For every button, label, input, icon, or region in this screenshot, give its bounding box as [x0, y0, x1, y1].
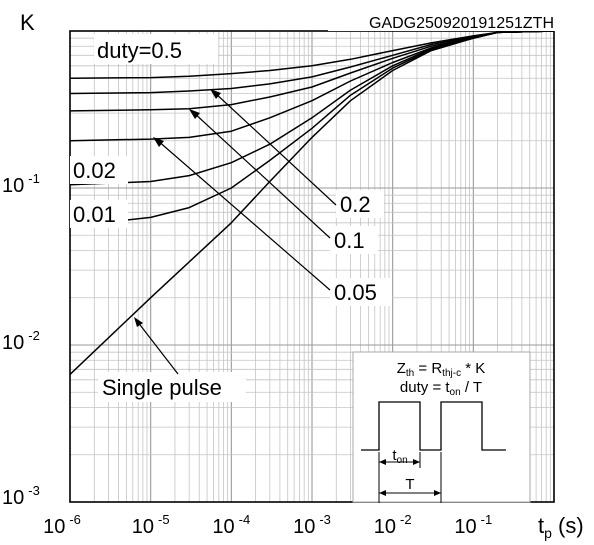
inset-duty-formula: duty = ton / T: [400, 379, 482, 398]
y-axis-label: K: [20, 10, 35, 35]
arrow-single-pulse-head: [134, 317, 143, 327]
plot-border: [69, 30, 555, 503]
y-tick-label: 10 -2: [2, 328, 40, 354]
y-tick-label: 10 -1: [2, 171, 40, 197]
y-tick-label: 10 -3: [2, 483, 40, 509]
x-tick-label: 10 -5: [132, 512, 170, 538]
ton-label: ton: [392, 447, 407, 466]
arrow-single-pulse: [136, 320, 179, 375]
pulse-train: [361, 401, 506, 451]
label-duty-0.5: duty=0.5: [97, 38, 182, 63]
inset-formula: Zth = Rthj-c * K: [397, 360, 486, 379]
x-tick-label: 10 -2: [374, 512, 412, 538]
arrow-0.2-head: [210, 89, 221, 99]
label-single-pulse: Single pulse: [102, 375, 222, 400]
x-axis-label: tp (s): [538, 513, 584, 541]
curves-layer: [69, 30, 555, 375]
arrow-0.1-head: [189, 109, 200, 119]
label-duty-0.05: 0.05: [334, 280, 377, 305]
arrow-0.05: [156, 139, 331, 291]
series-line-6: [69, 30, 555, 375]
curve-labels: duty=0.5 0.2 0.1 0.05 0.02 0.01 Single p…: [70, 34, 392, 402]
callout-arrows: [134, 89, 337, 375]
arrow-0.2: [213, 91, 337, 206]
x-tick-label: 10 -6: [43, 512, 81, 538]
x-tick-label: 10 -4: [212, 512, 250, 538]
figure-code: GADG250920191251ZTH: [369, 15, 554, 32]
arrow-0.05-head: [153, 137, 164, 147]
plot-frame: [69, 30, 555, 503]
arrow-0.1: [192, 111, 331, 239]
label-duty-0.02: 0.02: [73, 158, 116, 183]
x-tick-label: 10 -3: [293, 512, 331, 538]
label-duty-0.2: 0.2: [340, 192, 371, 217]
period-label: T: [405, 476, 414, 493]
inset-box: Zth = Rthj-c * K duty = ton / T ton T: [352, 351, 531, 503]
label-duty-0.01: 0.01: [73, 202, 116, 227]
label-duty-0.1: 0.1: [334, 228, 365, 253]
tick-labels: 10 -6 10 -5 10 -4 10 -3 10 -2 10 -1 10 -3 10 -2 10 -1: [2, 171, 492, 538]
x-tick-label: 10 -1: [454, 512, 492, 538]
